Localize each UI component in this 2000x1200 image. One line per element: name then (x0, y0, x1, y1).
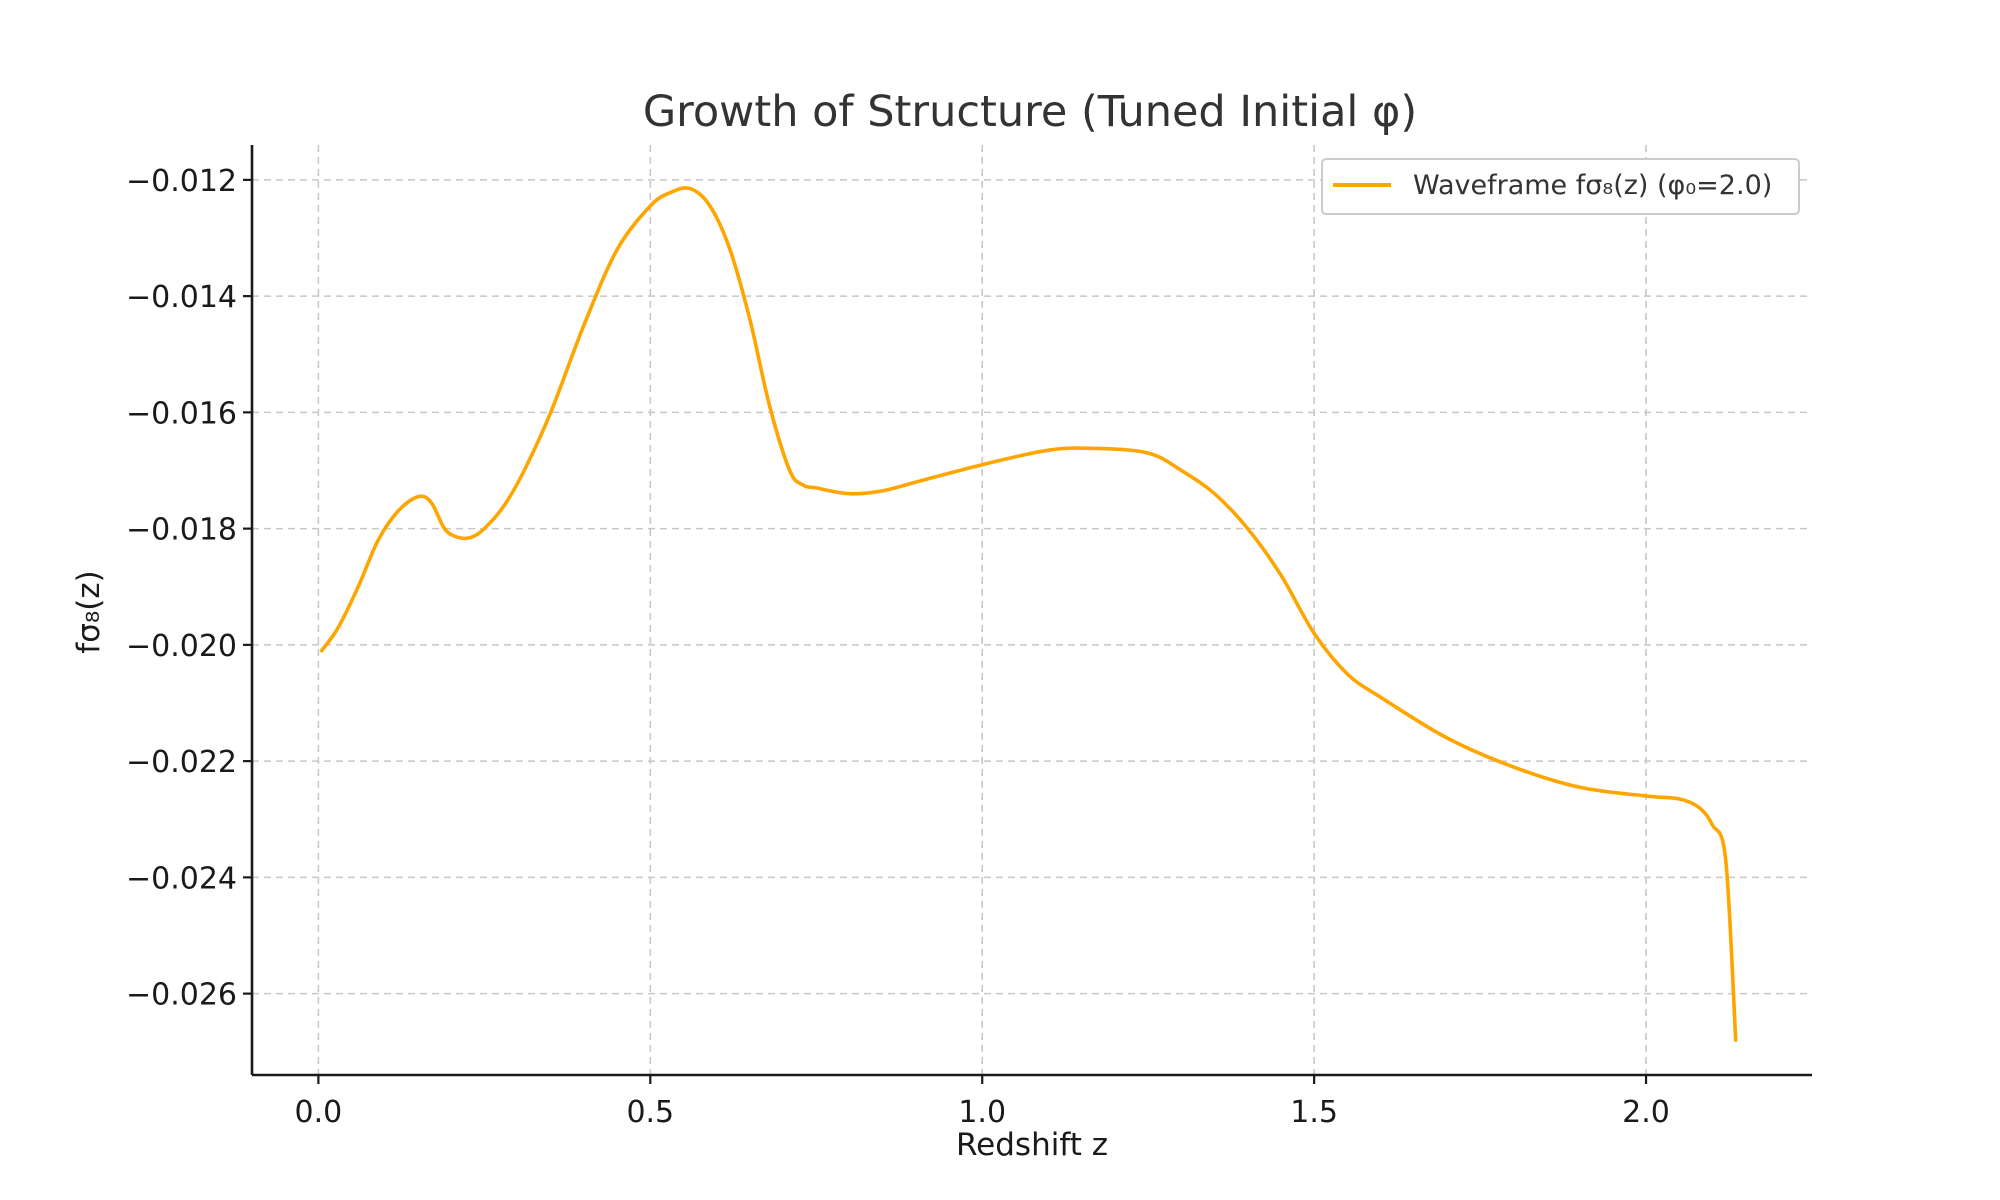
series-layer (319, 186, 1738, 1042)
y-tick-label: −0.020 (126, 629, 237, 664)
y-tick-label: −0.014 (126, 280, 237, 315)
x-tick-label: 0.0 (295, 1095, 343, 1130)
x-tick-label: 1.0 (958, 1095, 1006, 1130)
y-tick-label: −0.022 (126, 745, 237, 780)
chart-title: Growth of Structure (Tuned Initial φ) (643, 87, 1417, 137)
y-ticks: −0.012 −0.014 −0.016 −0.018 −0.020 −0.022 −0.0… (126, 164, 252, 1013)
x-axis-label: Redshift z (956, 1127, 1108, 1163)
x-tick-label: 1.5 (1290, 1095, 1338, 1130)
y-tick-label: −0.012 (126, 164, 237, 199)
y-axis-label: fσ₈(z) (71, 570, 107, 653)
x-ticks: 0.0 0.5 1.0 1.5 2.0 (295, 1075, 1670, 1130)
x-tick-label: 0.5 (626, 1095, 674, 1130)
y-tick-label: −0.026 (126, 978, 237, 1013)
y-tick-label: −0.016 (126, 396, 237, 431)
series-line (319, 186, 1738, 1042)
x-tick-label: 2.0 (1622, 1095, 1670, 1130)
legend-entry-label: Waveframe fσ₈(z) (φ₀=2.0) (1413, 170, 1772, 201)
y-tick-label: −0.018 (126, 513, 237, 548)
y-tick-label: −0.024 (126, 861, 237, 896)
legend-box (1321, 158, 1800, 215)
legend: Waveframe fσ₈(z) (φ₀=2.0) (1321, 158, 1800, 215)
